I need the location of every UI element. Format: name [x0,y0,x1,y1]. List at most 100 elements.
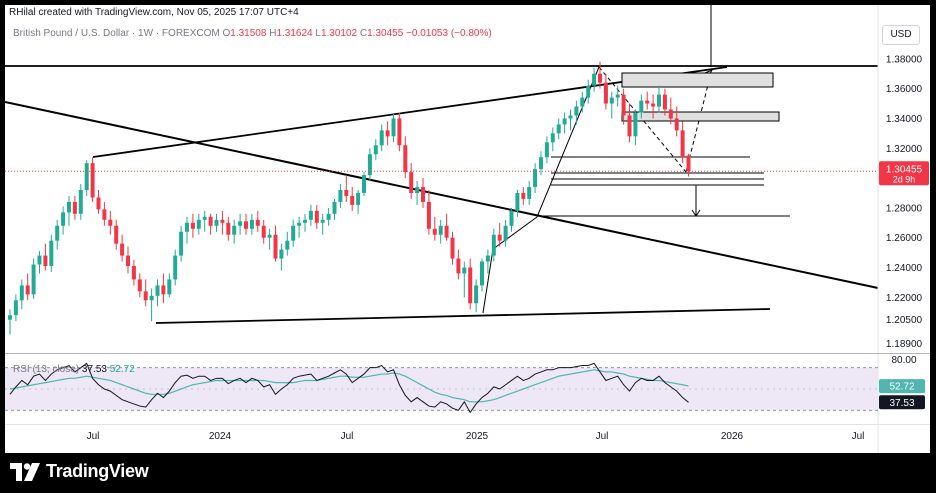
candle[interactable] [651,94,656,119]
candle[interactable] [49,234,54,272]
candle[interactable] [273,225,278,262]
candle[interactable] [90,157,95,202]
candle[interactable] [196,213,201,235]
candle[interactable] [509,207,514,232]
candle[interactable] [190,213,195,238]
candle[interactable] [43,243,48,271]
candle[interactable] [167,273,172,298]
candle[interactable] [444,213,449,241]
candle[interactable] [308,204,313,226]
candle[interactable] [527,181,532,205]
candle[interactable] [568,109,573,131]
candle[interactable] [350,187,355,211]
candle[interactable] [238,213,243,235]
candle[interactable] [8,309,12,335]
candle[interactable] [137,273,142,298]
candle[interactable] [438,219,443,244]
candle[interactable] [456,249,461,280]
candle[interactable] [379,124,384,152]
candle[interactable] [397,112,402,152]
candle[interactable] [432,216,437,241]
candle[interactable] [244,213,248,235]
candle[interactable] [391,113,396,143]
candle[interactable] [562,112,567,134]
candle[interactable] [621,88,626,125]
candle[interactable] [155,279,160,307]
candle[interactable] [674,106,679,137]
candle[interactable] [220,210,225,235]
time-axis[interactable]: Jul 2024 Jul 2025 Jul 2026 Jul [5,424,930,443]
candle[interactable] [72,195,77,220]
candle[interactable] [37,251,42,274]
candle[interactable] [326,207,331,226]
candle[interactable] [13,294,18,322]
candle[interactable] [131,260,136,286]
candle[interactable] [161,273,166,304]
candle[interactable] [25,273,30,301]
candle[interactable] [173,249,178,286]
candle[interactable] [31,258,36,299]
candle[interactable] [450,231,455,265]
candle[interactable] [615,85,620,107]
candle[interactable] [344,175,349,202]
candle[interactable] [415,181,420,205]
candle[interactable] [421,178,425,208]
candle[interactable] [497,222,502,247]
candle[interactable] [179,225,184,262]
candle[interactable] [403,136,408,179]
candle[interactable] [598,61,602,89]
candle[interactable] [426,190,431,235]
candle[interactable] [338,184,343,208]
candle[interactable] [78,184,83,220]
candle[interactable] [544,136,549,164]
candle[interactable] [657,85,661,113]
symbol-name[interactable]: British Pound / U.S. Dollar · 1W · FOREX… [13,28,220,39]
candle[interactable] [291,219,296,247]
candle[interactable] [633,109,638,146]
candle[interactable] [267,228,272,250]
candle[interactable] [662,88,667,116]
candle[interactable] [474,279,479,313]
candle[interactable] [19,279,24,310]
candle[interactable] [550,127,555,152]
candle[interactable] [462,261,467,298]
candle[interactable] [580,91,585,113]
candle[interactable] [686,153,691,177]
candle[interactable] [108,210,113,235]
candle[interactable] [503,219,508,247]
candle[interactable] [515,190,520,217]
candle[interactable] [114,219,119,250]
candle[interactable] [480,258,484,292]
candle[interactable] [627,103,632,143]
candle[interactable] [592,67,597,92]
candle[interactable] [645,91,650,110]
candle[interactable] [96,190,101,214]
price-chart-svg[interactable]: 1.38000 1.36000 1.34000 1.32000 1.28000 1.260… [5,5,930,453]
candle[interactable] [680,121,685,164]
candle[interactable] [84,160,89,196]
candle[interactable] [668,97,673,125]
candle[interactable] [261,219,266,244]
candle[interactable] [185,216,189,244]
tradingview-logo[interactable]: TradingView [10,461,149,482]
candle[interactable] [120,234,125,262]
candle[interactable] [285,231,290,256]
candles-layer[interactable] [8,61,691,335]
candle[interactable] [232,219,237,244]
current-price-label[interactable]: 1.30455 [886,164,923,175]
candle[interactable] [226,216,231,241]
candle[interactable] [409,163,414,199]
candle[interactable] [208,213,213,235]
candle[interactable] [367,148,372,182]
candle[interactable] [320,213,325,235]
candle[interactable] [332,198,337,220]
candle[interactable] [603,73,608,110]
candle[interactable] [67,195,71,226]
candle[interactable] [149,288,154,322]
candle[interactable] [55,219,60,250]
candle[interactable] [143,279,148,307]
candle[interactable] [61,206,66,235]
candle[interactable] [314,204,319,229]
candle[interactable] [574,100,579,125]
